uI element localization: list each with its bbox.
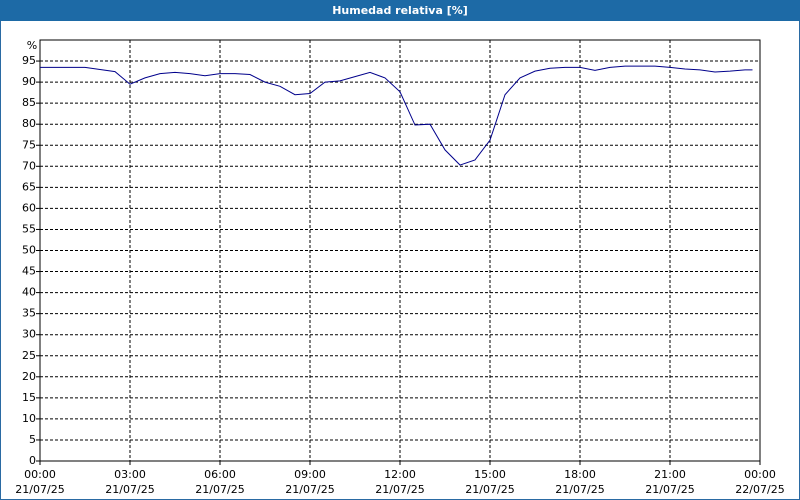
y-tick-label: 30 xyxy=(22,328,36,341)
x-tick-label: 21:00 xyxy=(654,468,686,481)
y-tick-label: 20 xyxy=(22,370,36,383)
x-tick-label: 12:00 xyxy=(384,468,416,481)
y-tick-label: 70 xyxy=(22,159,36,172)
y-tick-label: 85 xyxy=(22,96,36,109)
x-tick-date: 21/07/25 xyxy=(465,483,514,496)
x-tick-date: 21/07/25 xyxy=(645,483,694,496)
x-tick-date: 22/07/25 xyxy=(735,483,784,496)
y-tick-label: 15 xyxy=(22,391,36,404)
x-tick-date: 21/07/25 xyxy=(195,483,244,496)
y-tick-label: 60 xyxy=(22,201,36,214)
y-tick-label: 55 xyxy=(22,222,36,235)
x-tick-label: 03:00 xyxy=(114,468,146,481)
data-line xyxy=(40,65,753,166)
x-tick-date: 21/07/25 xyxy=(375,483,424,496)
y-tick-label: 5 xyxy=(29,433,36,446)
y-tick-label: 90 xyxy=(22,75,36,88)
y-tick-label: 10 xyxy=(22,412,36,425)
y-tick-label: 25 xyxy=(22,349,36,362)
x-tick-label: 06:00 xyxy=(204,468,236,481)
x-tick-label: 09:00 xyxy=(294,468,326,481)
x-tick-label: 15:00 xyxy=(474,468,506,481)
x-tick-label: 18:00 xyxy=(564,468,596,481)
chart-title: Humedad relativa [%] xyxy=(332,4,468,17)
x-tick-date: 21/07/25 xyxy=(15,483,64,496)
title-bar xyxy=(0,0,800,21)
x-tick-label: 00:00 xyxy=(24,468,56,481)
x-tick-date: 21/07/25 xyxy=(555,483,604,496)
y-tick-label: 35 xyxy=(22,307,36,320)
plot-frame xyxy=(39,39,761,462)
x-tick-label: 00:00 xyxy=(744,468,776,481)
x-tick-date: 21/07/25 xyxy=(105,483,154,496)
y-tick-label: 45 xyxy=(22,265,36,278)
y-axis-label: % xyxy=(27,39,37,52)
x-tick-date: 21/07/25 xyxy=(285,483,334,496)
y-tick-label: 50 xyxy=(22,244,36,257)
y-tick-label: 0 xyxy=(29,454,36,467)
y-tick-label: 75 xyxy=(22,138,36,151)
y-tick-label: 80 xyxy=(22,117,36,130)
y-tick-label: 95 xyxy=(22,54,36,67)
y-tick-label: 65 xyxy=(22,180,36,193)
y-tick-label: 40 xyxy=(22,286,36,299)
